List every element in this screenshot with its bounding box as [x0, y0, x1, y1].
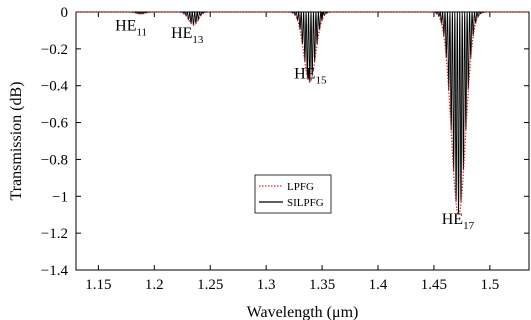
legend: LPFG SILPFG: [254, 174, 332, 214]
plot-frame: [75, 11, 530, 271]
x-tick-label: 1.4: [369, 277, 388, 293]
y-tick-label: −0.6: [41, 116, 69, 132]
y-axis-label: Transmission (dB): [8, 82, 25, 201]
legend-label-silpfg: SILPFG: [287, 197, 324, 209]
x-tick-label: 1.2: [145, 277, 164, 293]
y-tick-label: −0.4: [41, 79, 69, 95]
series-lpfg: [76, 11, 529, 216]
plot-area: 1.15 1.2 1.25 1.3 1.35 1.4 1.45 1.5 0 −0.2 −0.4 −0.…: [41, 5, 530, 293]
mode-label-he17: HE17: [442, 211, 475, 232]
mode-label-he13: HE13: [171, 25, 204, 46]
x-tick-label: 1.45: [421, 277, 447, 293]
y-tick-label: −1.2: [41, 226, 68, 242]
annotations: HE11 HE13 HE15 HE17: [115, 17, 474, 232]
y-tick-label: −0.2: [41, 42, 68, 58]
y-tick-label: 0: [61, 5, 69, 21]
x-tick-label: 1.15: [85, 277, 111, 293]
x-tick-label: 1.25: [197, 277, 223, 293]
mode-label-he11: HE11: [115, 17, 147, 38]
x-axis-label: Wavelength (μm): [247, 304, 359, 320]
legend-box: [254, 174, 332, 214]
tick-labels: 1.15 1.2 1.25 1.3 1.35 1.4 1.45 1.5 0 −0.2 −0.4 −0.…: [41, 5, 499, 293]
y-tick-label: −0.8: [41, 152, 68, 168]
x-tick-label: 1.3: [257, 277, 276, 293]
y-tick-label: −1.4: [41, 263, 69, 279]
y-tick-label: −1: [52, 189, 68, 205]
series-layer: [76, 10, 529, 216]
x-tick-label: 1.5: [480, 277, 499, 293]
legend-label-lpfg: LPFG: [287, 181, 314, 193]
mode-label-he15: HE15: [294, 65, 327, 86]
x-tick-label: 1.35: [309, 277, 335, 293]
